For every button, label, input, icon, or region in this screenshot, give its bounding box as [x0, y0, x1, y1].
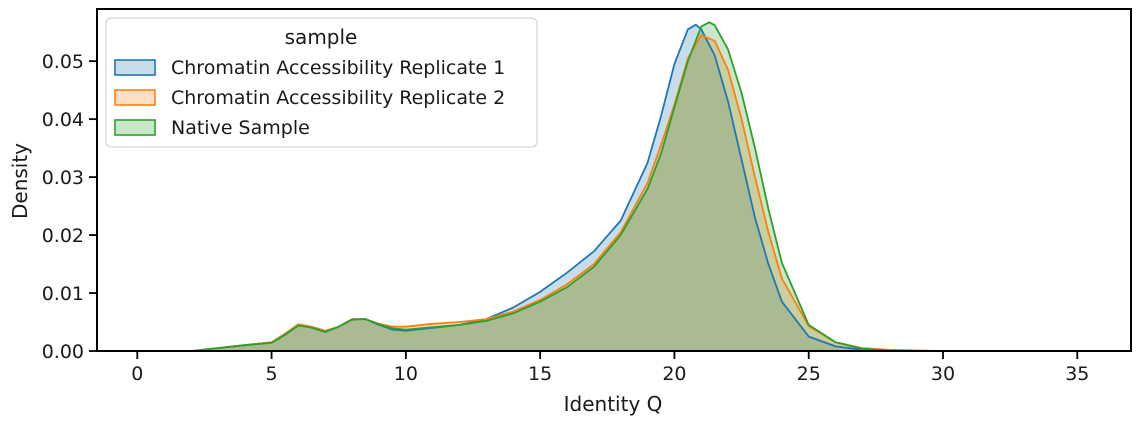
y-axis-label: Density — [8, 143, 32, 219]
y-tick-label: 0.03 — [42, 167, 84, 189]
y-tick-label: 0.04 — [42, 109, 84, 131]
y-axis-ticks: 0.00 0.01 0.02 0.03 0.04 0.05 — [42, 51, 97, 363]
x-tick-label: 20 — [662, 363, 686, 385]
x-tick-label: 15 — [528, 363, 552, 385]
y-tick-label: 0.02 — [42, 225, 84, 247]
legend-items: Chromatin Accessibility Replicate 1 Chrom… — [114, 57, 505, 139]
plot-frame — [96, 8, 1132, 352]
density-areas — [191, 22, 943, 352]
x-tick-label: 25 — [797, 363, 821, 385]
legend-box — [105, 17, 538, 148]
density-lines — [190, 21, 944, 352]
legend-swatch-series-3 — [114, 119, 156, 136]
x-axis-ticks: 0 5 10 15 20 25 30 35 — [131, 351, 1089, 385]
legend-swatch-series-1 — [114, 59, 156, 76]
density-area-series-1 — [191, 24, 943, 351]
legend: sample Chromatin Accessibility Replicate… — [105, 17, 538, 148]
legend-label-series-2: Chromatin Accessibility Replicate 2 — [171, 87, 505, 109]
legend-label-series-1: Chromatin Accessibility Replicate 1 — [171, 57, 505, 79]
density-line-series-2 — [190, 34, 944, 352]
density-area-series-3 — [191, 22, 943, 352]
y-tick-label: 0.00 — [42, 341, 84, 363]
density-line-series-3 — [190, 21, 943, 352]
legend-title: sample — [285, 25, 358, 49]
legend-swatch-series-2 — [114, 89, 156, 106]
legend-label-series-3: Native Sample — [171, 117, 310, 139]
x-tick-label: 5 — [266, 363, 278, 385]
x-tick-label: 30 — [931, 363, 955, 385]
y-tick-label: 0.01 — [42, 283, 84, 305]
x-axis-label: Identity Q — [564, 392, 663, 416]
x-tick-label: 35 — [1065, 363, 1089, 385]
x-tick-label: 0 — [131, 363, 143, 385]
x-tick-label: 10 — [394, 363, 418, 385]
density-area-series-2 — [191, 35, 943, 351]
y-tick-label: 0.05 — [42, 51, 84, 73]
